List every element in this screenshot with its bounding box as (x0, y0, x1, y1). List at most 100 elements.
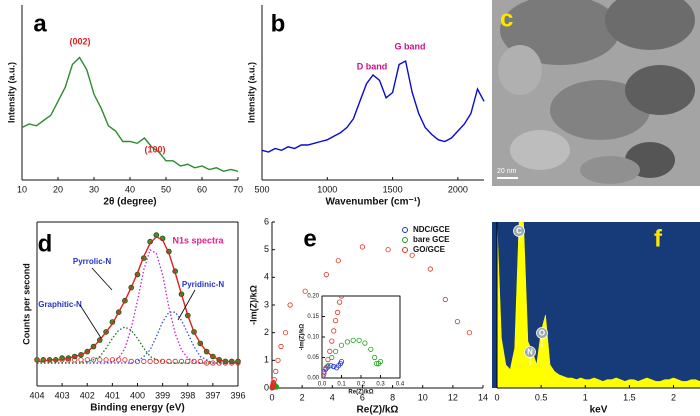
x-tick-label: 60 (197, 184, 207, 194)
data-point (147, 358, 153, 364)
annotation: N1s spectra (172, 235, 224, 245)
chart-panel: 0 0.5 1 1.5 2 keV f C N O (492, 222, 700, 416)
inset-plot (322, 296, 384, 378)
x-tick-label: 500 (254, 184, 269, 194)
label-arrow (79, 304, 102, 339)
data-point (329, 338, 335, 344)
particle (625, 65, 695, 115)
data-point (350, 337, 356, 343)
y-axis-label: -Im(Z)/kΩ (300, 324, 306, 351)
data-point (160, 358, 166, 364)
data-line (37, 235, 239, 364)
data-point (287, 302, 293, 308)
data-point (409, 252, 415, 258)
y-tick-label: 0.15 (307, 314, 319, 320)
data-point (338, 358, 345, 365)
data-point (454, 318, 460, 325)
y-tick-label: 6 (264, 216, 269, 226)
peak-marker (513, 225, 525, 237)
data-point (166, 358, 172, 364)
x-tick-label: 398 (180, 390, 195, 400)
data-point (204, 360, 210, 366)
data-point (78, 357, 84, 363)
chart-panel: 404 403 402 401 400 399 398 397 396 Binding energ… (21, 221, 246, 414)
data-point (84, 357, 90, 363)
data-point (356, 337, 362, 343)
y-tick-label: 2 (264, 327, 269, 337)
data-point (332, 317, 339, 324)
x-tick-label: 403 (55, 390, 70, 400)
x-tick-label: 1500 (383, 184, 403, 194)
component-label: Pyridinic-N (182, 280, 224, 289)
x-tick-label: 0.0 (318, 382, 327, 388)
spectrum-area (496, 222, 700, 388)
data-point (323, 271, 329, 278)
data-point (191, 358, 197, 364)
data-point (235, 360, 241, 366)
data-point (344, 339, 350, 345)
data-line (261, 59, 485, 153)
data-point (72, 357, 78, 363)
legend-marker (402, 227, 408, 233)
data-point (327, 348, 333, 354)
x-tick-label: 10 (418, 392, 428, 402)
data-point (338, 342, 345, 348)
peak-label: O (539, 329, 545, 338)
annotation: D band (357, 61, 388, 71)
data-point (322, 371, 327, 377)
x-tick-label: 2 (300, 392, 305, 402)
x-axis-label: 2θ (degree) (103, 197, 156, 208)
data-point (275, 357, 281, 363)
x-tick-label: 40 (125, 184, 135, 194)
x-tick-label: 396 (230, 390, 245, 400)
annotation: G band (395, 41, 426, 51)
x-tick-label: 397 (205, 390, 220, 400)
peak-marker (524, 346, 536, 358)
data-point (385, 247, 391, 253)
data-point (65, 357, 72, 363)
data-point (427, 266, 433, 272)
data-line (21, 56, 239, 173)
x-tick-label: 0 (269, 392, 274, 402)
data-point (466, 330, 472, 336)
x-tick-label: 0.2 (357, 382, 366, 388)
data-point (332, 348, 339, 354)
x-tick-label: 0.1 (337, 382, 346, 388)
y-tick-label: 5 (264, 244, 269, 254)
x-tick-label: 20 (53, 184, 63, 194)
x-tick-label: 0.5 (535, 392, 548, 402)
data-point (53, 357, 59, 363)
x-axis-label: Wavenumber (cm⁻¹) (326, 197, 421, 208)
data-point (282, 330, 289, 336)
data-point (302, 288, 308, 294)
x-tick-label: 1.5 (623, 392, 636, 402)
data-point (371, 354, 378, 361)
data-point (97, 357, 103, 363)
x-tick-label: 12 (448, 392, 458, 402)
y-axis-label: -Im(Z)/kΩ (248, 285, 258, 325)
panel-label: b (271, 10, 286, 37)
x-tick-label: 402 (80, 390, 95, 400)
x-tick-label: 0 (494, 392, 499, 402)
scale-bar-label: 20 nm (497, 168, 517, 175)
x-axis-label: Re(Z)/kΩ (348, 390, 373, 396)
data-point (153, 358, 159, 364)
data-point (210, 360, 216, 366)
data-point (222, 360, 228, 366)
x-tick-label: 401 (105, 390, 120, 400)
y-tick-label: 3 (264, 299, 269, 309)
component-label: Pyrrolic-N (73, 257, 111, 266)
legend-label: NDC/GCE (413, 225, 451, 234)
x-tick-label: 0.4 (396, 382, 405, 388)
inset-frame (321, 295, 401, 379)
x-tick-label: 70 (233, 184, 243, 194)
x-tick-label: 400 (130, 390, 145, 400)
peak-marker (536, 327, 548, 339)
legend-label: bare GCE (413, 235, 450, 244)
tem-image: c 20 nm (492, 0, 700, 186)
data-point (362, 340, 368, 346)
particle (498, 45, 542, 95)
particle (605, 0, 695, 50)
